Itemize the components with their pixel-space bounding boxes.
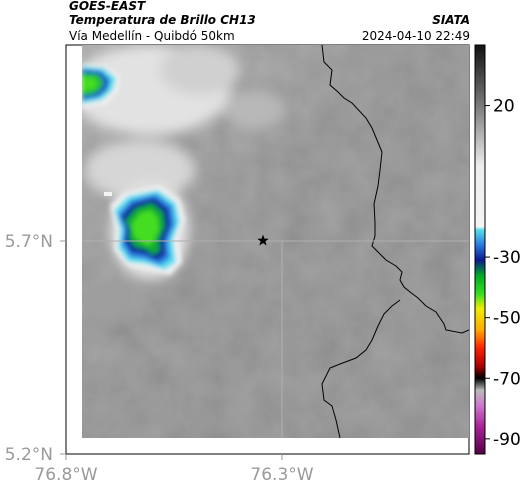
colorbar-tick-label: -70: [493, 369, 521, 389]
star-icon: [257, 234, 269, 246]
colorbar: 20 -30 -50 -70 -90: [474, 44, 521, 455]
colorbar-tick-label: -50: [493, 309, 521, 329]
lon-tick-label: 76.8°W: [34, 465, 97, 485]
satellite-imagery: [82, 45, 469, 438]
datetime-label: 2024-04-10 22:49: [361, 29, 470, 43]
colorbar-tick-label: -30: [493, 248, 521, 268]
product-title: Temperatura de Brillo CH13: [69, 13, 256, 27]
storm-cell-north: [82, 64, 120, 108]
satellite-name: GOES-EAST: [69, 0, 146, 13]
cloud-haze: [82, 45, 285, 320]
lon-tick-label: 76.3°W: [250, 465, 313, 485]
organization-label: SIATA: [432, 13, 470, 27]
colorbar-ticks: 20 -30 -50 -70 -90: [485, 97, 521, 450]
cloud-speck: [104, 192, 112, 196]
department-border-south: [321, 299, 401, 438]
storm-cell-main: [110, 186, 185, 275]
region-subtitle: Vía Medellín - Quibdó 50km: [69, 29, 235, 43]
colorbar-tick-label: -90: [493, 430, 521, 450]
colorbar-tick-label: 20: [493, 97, 515, 117]
lat-tick-label: 5.2°N: [5, 445, 53, 465]
lat-tick-label: 5.7°N: [5, 232, 53, 252]
colorbar-gradient: [474, 44, 486, 455]
